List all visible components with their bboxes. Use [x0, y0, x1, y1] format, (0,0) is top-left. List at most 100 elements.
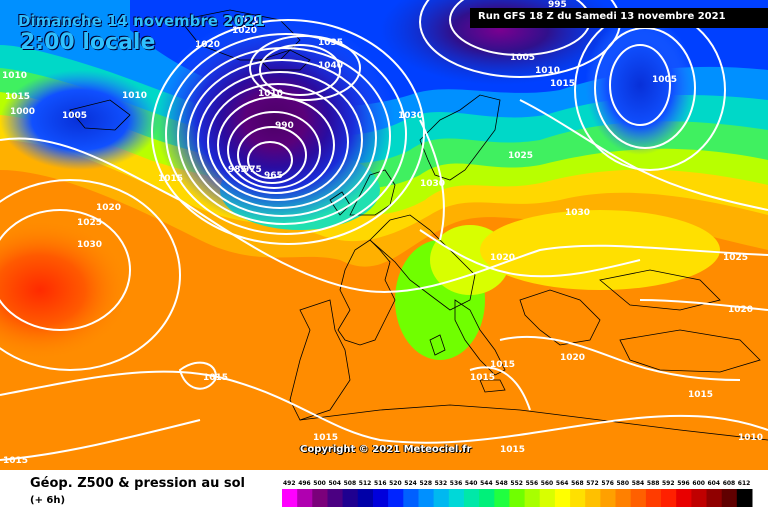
- legend-tick-label: 572: [586, 480, 599, 487]
- pressure-label: 1015: [158, 174, 183, 184]
- pressure-label: 1035: [318, 38, 343, 48]
- pressure-label: 1000: [10, 107, 35, 117]
- legend-tick-label: 492: [283, 480, 296, 487]
- pressure-label: 995: [548, 0, 567, 10]
- legend-swatch: [661, 489, 677, 507]
- legend-swatch: [721, 489, 738, 507]
- pressure-label: 1010: [122, 91, 147, 101]
- coast-sicily: [479, 379, 506, 393]
- coast-scandinavia: [419, 94, 501, 181]
- isobars: [0, 0, 768, 461]
- pressure-label: 985: [228, 165, 247, 175]
- weather-map: 1020 1020 1020 1010 1005 1000 1010 1015 …: [0, 0, 768, 470]
- pressure-label: 990: [275, 121, 294, 131]
- legend-tick-label: 580: [617, 480, 630, 487]
- legend-tick-label: 500: [313, 480, 326, 487]
- legend-tick-label: 504: [329, 480, 342, 487]
- isobar-970: [237, 126, 307, 184]
- legend-tick-label: 520: [389, 480, 402, 487]
- pressure-label: 1005: [510, 53, 535, 63]
- legend-swatch: [691, 489, 708, 507]
- pressure-label: 1015: [500, 445, 525, 455]
- legend-swatch: [600, 489, 617, 507]
- pressure-label: 1030: [565, 208, 590, 218]
- legend-tick-label: 600: [692, 480, 705, 487]
- legend-tick-label: 560: [541, 480, 554, 487]
- pressure-label: 965: [264, 171, 283, 181]
- run-info-box: Run GFS 18 Z du Samedi 13 novembre 2021: [470, 8, 768, 28]
- pressure-label: 1030: [398, 111, 423, 121]
- legend-swatch: [373, 489, 389, 507]
- legend-tick-label: 584: [632, 480, 645, 487]
- legend-swatch: [418, 489, 435, 507]
- legend-tick-label: 568: [571, 480, 584, 487]
- legend-swatch: [630, 489, 647, 507]
- legend-swatch: [615, 489, 632, 507]
- legend-tick-label: 508: [344, 480, 357, 487]
- legend-tick-label: 536: [450, 480, 463, 487]
- isobar-965: [247, 141, 293, 179]
- legend-tick-label: 540: [465, 480, 478, 487]
- legend-swatch: [433, 489, 450, 507]
- forecast-step: (+ 6h): [30, 495, 66, 506]
- pressure-label: 1025: [723, 253, 748, 263]
- coast-labrador: [69, 99, 131, 131]
- pressure-label: 1025: [77, 218, 102, 228]
- coast-britain: [349, 169, 396, 216]
- pressure-label: 1015: [490, 360, 515, 370]
- legend-tick-label: 544: [480, 480, 493, 487]
- pressure-label: 1030: [77, 240, 102, 250]
- legend-tick-label: 524: [404, 480, 417, 487]
- pressure-label: 1010: [738, 433, 763, 443]
- pressure-label: 1020: [490, 253, 515, 263]
- pressure-label: 1005: [62, 111, 87, 121]
- legend-swatch: [554, 489, 571, 507]
- legend-swatch: [706, 489, 723, 507]
- legend-swatch: [524, 489, 541, 507]
- legend-swatch: [585, 489, 601, 507]
- pressure-label: 1030: [420, 179, 445, 189]
- forecast-date: Dimanche 14 novembre 2021: [18, 12, 265, 30]
- pressure-label: 975: [243, 165, 262, 175]
- legend-swatch: [312, 489, 328, 507]
- coast-iberia: [337, 239, 396, 346]
- run-info-text: Run GFS 18 Z du Samedi 13 novembre 2021: [478, 11, 726, 22]
- pressure-label: 1020: [232, 26, 257, 36]
- coast-blacksea: [599, 269, 721, 311]
- legend-swatch: [509, 489, 526, 507]
- legend-tick-label: 516: [374, 480, 387, 487]
- legend-tick-label: 592: [662, 480, 675, 487]
- legend-swatch: [676, 489, 692, 507]
- pressure-label: 1020: [560, 353, 585, 363]
- pressure-label: 1015: [550, 79, 575, 89]
- pressure-label: 1015: [688, 390, 713, 400]
- legend-tick-label: 596: [677, 480, 690, 487]
- legend-ticks: 492 496 500 504 508 512 516 520 524 528 532 536 540 5…: [283, 480, 750, 487]
- pressure-labels: 1020 1020 1020 1010 1005 1000 1010 1015 …: [2, 0, 763, 466]
- map-svg: 1020 1020 1020 1010 1005 1000 1010 1015 …: [0, 0, 768, 470]
- legend-swatch: [297, 489, 313, 507]
- coast-sardinia: [429, 334, 446, 356]
- pressure-label: 1020: [235, 15, 260, 25]
- legend-tick-label: 552: [510, 480, 523, 487]
- footer: Géop. Z500 & pression au sol (+ 6h) 492 4…: [0, 470, 768, 512]
- legend-tick-label: 528: [420, 480, 433, 487]
- pressure-label: 1025: [508, 151, 533, 161]
- legend-swatch: [357, 489, 374, 507]
- legend-tick-label: 496: [298, 480, 311, 487]
- pressure-label: 1015: [5, 92, 30, 102]
- coast-northafrica: [299, 404, 768, 441]
- legend-tick-label: 608: [723, 480, 736, 487]
- coast-balkans: [519, 289, 601, 346]
- legend-swatch: [463, 489, 480, 507]
- pressure-label: 1010: [2, 71, 27, 81]
- pressure-label: 1040: [318, 61, 343, 71]
- copyright-text: Copyright © 2021 Meteociel.fr: [300, 444, 472, 455]
- legend-swatch: [736, 489, 753, 507]
- pressure-label: 1015: [470, 373, 495, 383]
- legend-swatch: [479, 489, 495, 507]
- legend-tick-label: 604: [708, 480, 721, 487]
- pressure-label: 1020: [728, 305, 753, 315]
- coast-france: [369, 214, 476, 311]
- legend-swatch: [282, 489, 298, 507]
